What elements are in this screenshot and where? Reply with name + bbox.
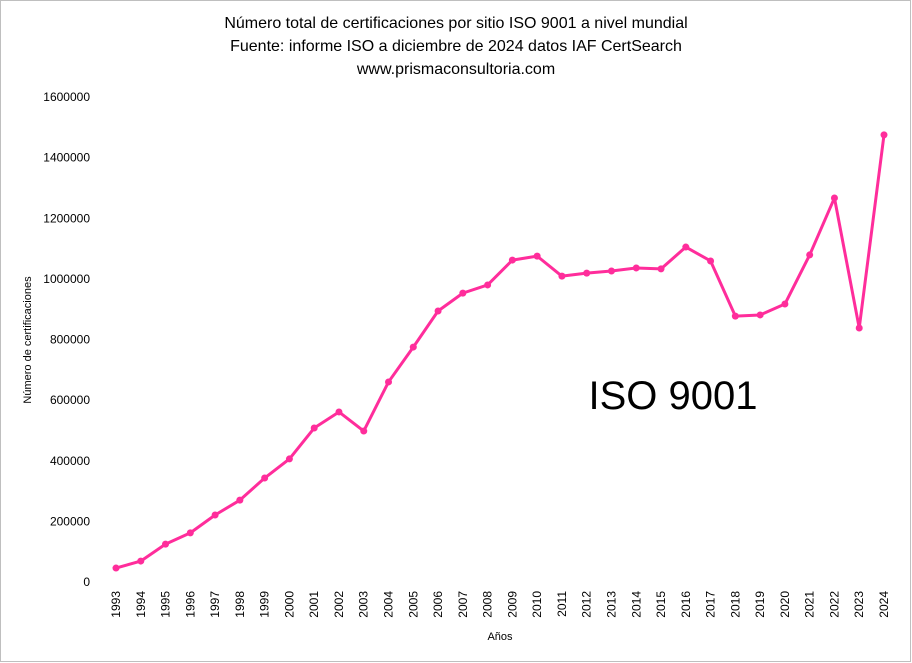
data-point — [186, 529, 194, 537]
y-tick-label: 600000 — [50, 393, 90, 407]
y-tick-label: 0 — [83, 575, 90, 589]
x-tick-label: 1997 — [208, 591, 222, 618]
data-point — [261, 474, 269, 482]
data-point — [434, 307, 442, 315]
x-tick-label: 2009 — [505, 591, 519, 618]
data-point — [880, 131, 888, 139]
x-tick-label: 1995 — [159, 591, 173, 618]
data-point — [162, 540, 170, 548]
data-point — [855, 324, 863, 332]
x-tick-label: 2014 — [629, 591, 643, 618]
y-tick-label: 1200000 — [43, 211, 90, 225]
x-tick-label: 1993 — [109, 591, 123, 618]
data-point — [657, 265, 665, 273]
x-tick-label: 2006 — [431, 591, 445, 618]
data-point — [236, 496, 244, 504]
y-axis-label: Número de certificaciones — [22, 276, 34, 404]
chart-title-line-3: www.prismaconsultoria.com — [356, 61, 555, 78]
chart-title-line-1: Número total de certificaciones por siti… — [224, 15, 687, 32]
x-axis-label: Años — [487, 631, 513, 643]
x-tick-label: 1994 — [134, 591, 148, 618]
data-point — [137, 557, 145, 565]
x-tick-label: 2001 — [307, 591, 321, 618]
y-tick-label: 400000 — [50, 454, 90, 468]
data-point — [558, 272, 566, 280]
x-tick-label: 2016 — [679, 591, 693, 618]
x-tick-label: 2003 — [357, 591, 371, 618]
x-tick-label: 2012 — [580, 591, 594, 618]
x-tick-label: 2021 — [803, 591, 817, 618]
data-point — [360, 427, 368, 435]
x-tick-label: 2017 — [704, 591, 718, 618]
data-point — [731, 312, 739, 320]
data-point — [830, 194, 838, 202]
x-tick-label: 2018 — [728, 591, 742, 618]
x-tick-label: 2019 — [753, 591, 767, 618]
data-point — [409, 343, 417, 351]
y-tick-label: 1000000 — [43, 272, 90, 286]
x-tick-label: 2007 — [456, 591, 470, 618]
data-point — [607, 267, 615, 275]
y-tick-label: 1400000 — [43, 151, 90, 165]
data-point — [756, 311, 764, 319]
x-tick-label: 2008 — [481, 591, 495, 618]
x-tick-label: 2020 — [778, 591, 792, 618]
data-point — [806, 251, 814, 259]
data-point — [310, 424, 318, 432]
x-tick-label: 2002 — [332, 591, 346, 618]
y-tick-label: 1600000 — [43, 90, 90, 104]
data-point — [533, 252, 541, 260]
x-tick-label: 2024 — [877, 591, 891, 618]
data-point — [484, 281, 492, 289]
x-tick-label: 2015 — [654, 591, 668, 618]
x-tick-label: 2013 — [604, 591, 618, 618]
x-tick-label: 2005 — [406, 591, 420, 618]
data-point — [707, 257, 715, 265]
x-tick-label: 2022 — [827, 591, 841, 618]
y-tick-label: 200000 — [50, 514, 90, 528]
data-point — [508, 256, 516, 264]
data-point — [285, 455, 293, 463]
x-tick-label: 2011 — [555, 591, 569, 617]
x-tick-label: 2000 — [282, 591, 296, 618]
x-tick-label: 2010 — [530, 591, 544, 618]
data-point — [682, 243, 690, 251]
data-point — [335, 408, 343, 416]
data-point — [385, 378, 393, 386]
x-tick-label: 2023 — [852, 591, 866, 618]
x-tick-label: 1996 — [183, 591, 197, 618]
data-point — [459, 289, 467, 297]
data-point — [781, 300, 789, 308]
data-point — [211, 511, 219, 519]
data-point — [112, 564, 120, 572]
series-line — [115, 134, 886, 570]
y-tick-label: 800000 — [50, 333, 90, 347]
x-tick-label: 1999 — [258, 591, 272, 618]
chart-title-line-2: Fuente: informe ISO a diciembre de 2024 … — [230, 38, 682, 55]
data-point — [632, 264, 640, 272]
x-tick-label: 1998 — [233, 591, 247, 618]
series-annotation: ISO 9001 — [588, 374, 757, 418]
data-point — [583, 269, 591, 277]
x-tick-label: 2004 — [382, 591, 396, 618]
